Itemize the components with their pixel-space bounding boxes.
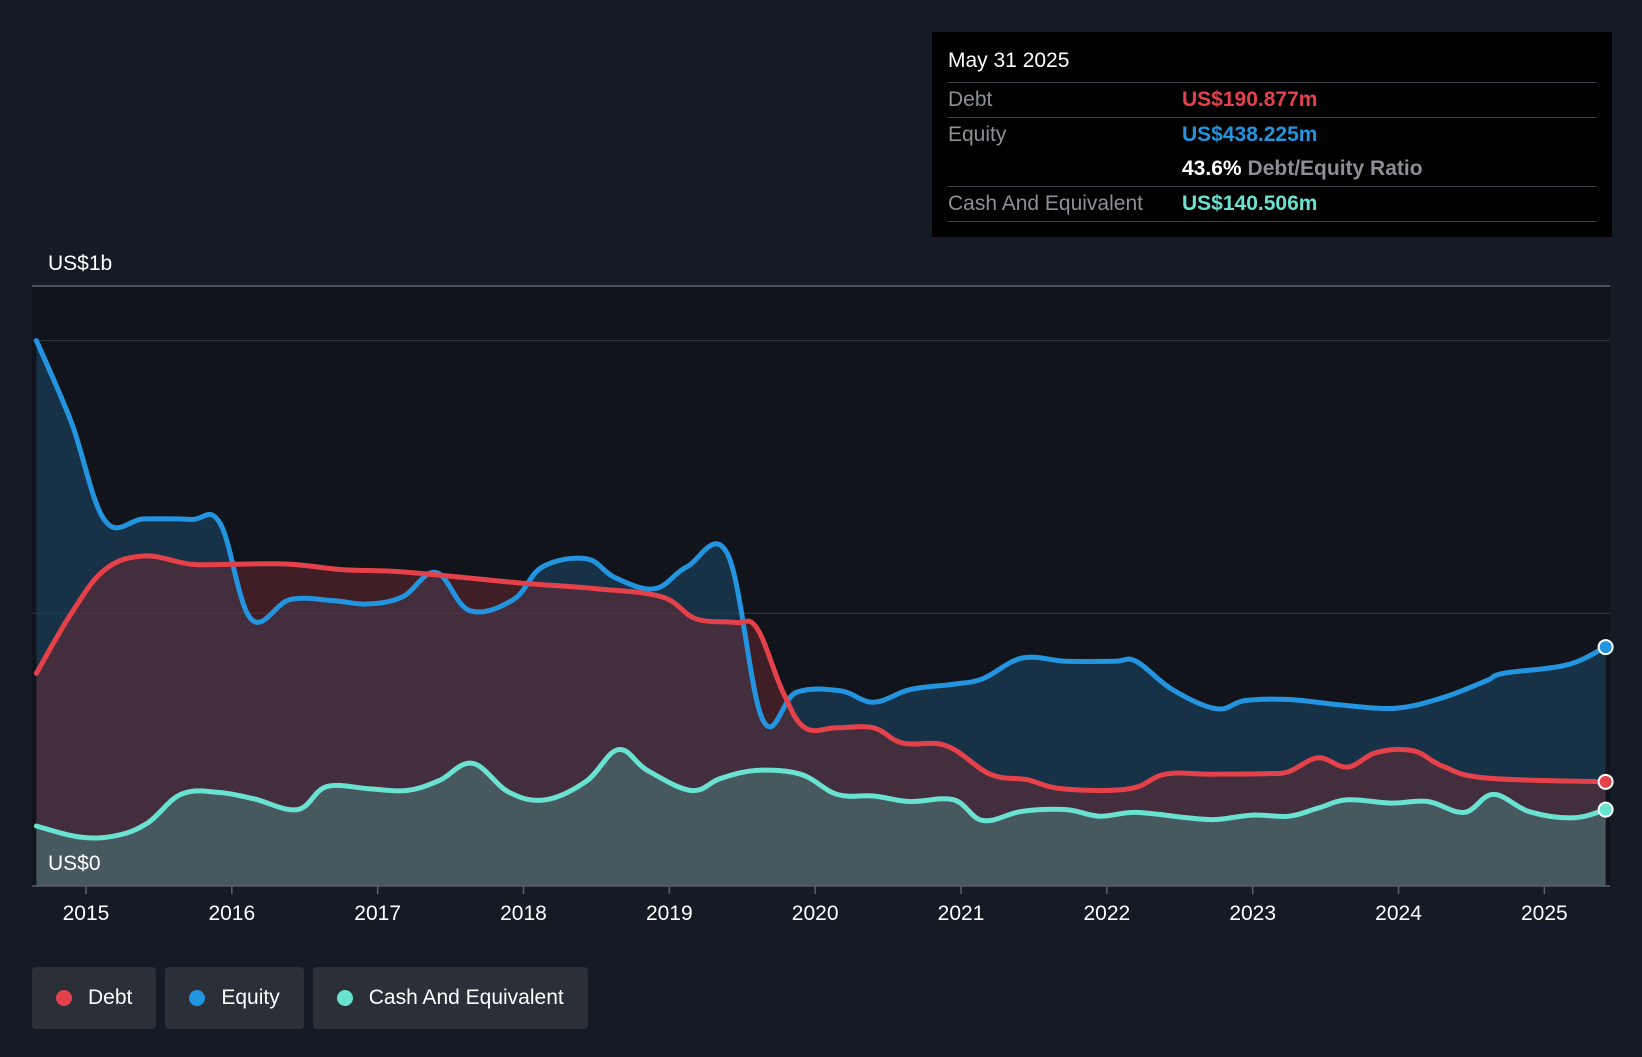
x-tick-label: 2022 [1083, 902, 1130, 925]
line-layer [33, 338, 1609, 841]
tooltip-ratio-value: 43.6% [1182, 157, 1242, 180]
x-tick-label: 2016 [208, 902, 255, 925]
tooltip-cash-value: US$140.506m [1182, 192, 1318, 215]
equity-line [33, 338, 1609, 730]
y-axis-bottom-label: US$0 [48, 852, 101, 875]
legend-item-debt[interactable]: Debt [32, 967, 157, 1029]
tooltip-ratio-label: Debt/Equity Ratio [1247, 157, 1423, 180]
cash-and-equivalent-line [33, 747, 1609, 841]
tooltip-panel: May 31 2025 Debt US$190.877m Equity US$4… [932, 32, 1612, 237]
legend-label-debt: Debt [88, 986, 133, 1009]
x-tick-label: 2017 [354, 902, 401, 925]
cash-and-equivalent-area [36, 749, 1606, 886]
legend-item-cash[interactable]: Cash And Equivalent [312, 967, 588, 1029]
x-tick-label: 2025 [1521, 902, 1568, 925]
x-tick-label: 2015 [63, 902, 110, 925]
tooltip-debt-label: Debt [948, 88, 993, 111]
tooltip-equity-row: Equity US$438.225m [948, 117, 1596, 152]
tooltip-equity-label: Equity [948, 123, 1007, 146]
equity-end-marker [1597, 639, 1614, 656]
x-tick-label: 2019 [646, 902, 693, 925]
y-axis-top-label: US$1b [48, 252, 112, 275]
legend-item-equity[interactable]: Equity [165, 967, 304, 1029]
tooltip-ratio-row: 43.6% Debt/Equity Ratio [948, 152, 1596, 186]
tooltip-date: May 31 2025 [948, 49, 1070, 72]
legend-label-equity: Equity [221, 986, 280, 1009]
legend-dot-equity [189, 990, 206, 1006]
cash-and-equivalent-end-marker [1597, 801, 1614, 818]
area-layer [36, 340, 1606, 886]
x-axis-ticks: 2015 2016 2017 2018 2019 2020 2021 2022 2023 2024… [63, 886, 1568, 925]
legend-dot-debt [56, 990, 72, 1006]
tooltip-debt-value: US$190.877m [1182, 88, 1318, 111]
tooltip-debt-row: Debt US$190.877m [948, 82, 1596, 117]
chart-legend: Debt Equity Cash And Equivalent [32, 967, 588, 1029]
debt-line [33, 553, 1609, 794]
legend-dot-cash [336, 990, 353, 1006]
debt-end-marker [1597, 773, 1614, 790]
x-tick-label: 2020 [792, 902, 839, 925]
x-tick-label: 2018 [500, 902, 547, 925]
x-tick-label: 2024 [1375, 902, 1422, 925]
debt-area [36, 555, 1606, 886]
tooltip-equity-value: US$438.225m [1182, 123, 1318, 146]
x-tick-label: 2023 [1229, 902, 1276, 925]
x-tick-label: 2021 [938, 902, 985, 925]
tooltip-cash-label: Cash And Equivalent [948, 192, 1143, 215]
tooltip-cash-row: Cash And Equivalent US$140.506m [948, 186, 1596, 222]
marker-layer [1597, 639, 1614, 818]
equity-area [36, 340, 1606, 886]
legend-label-cash: Cash And Equivalent [368, 986, 564, 1009]
